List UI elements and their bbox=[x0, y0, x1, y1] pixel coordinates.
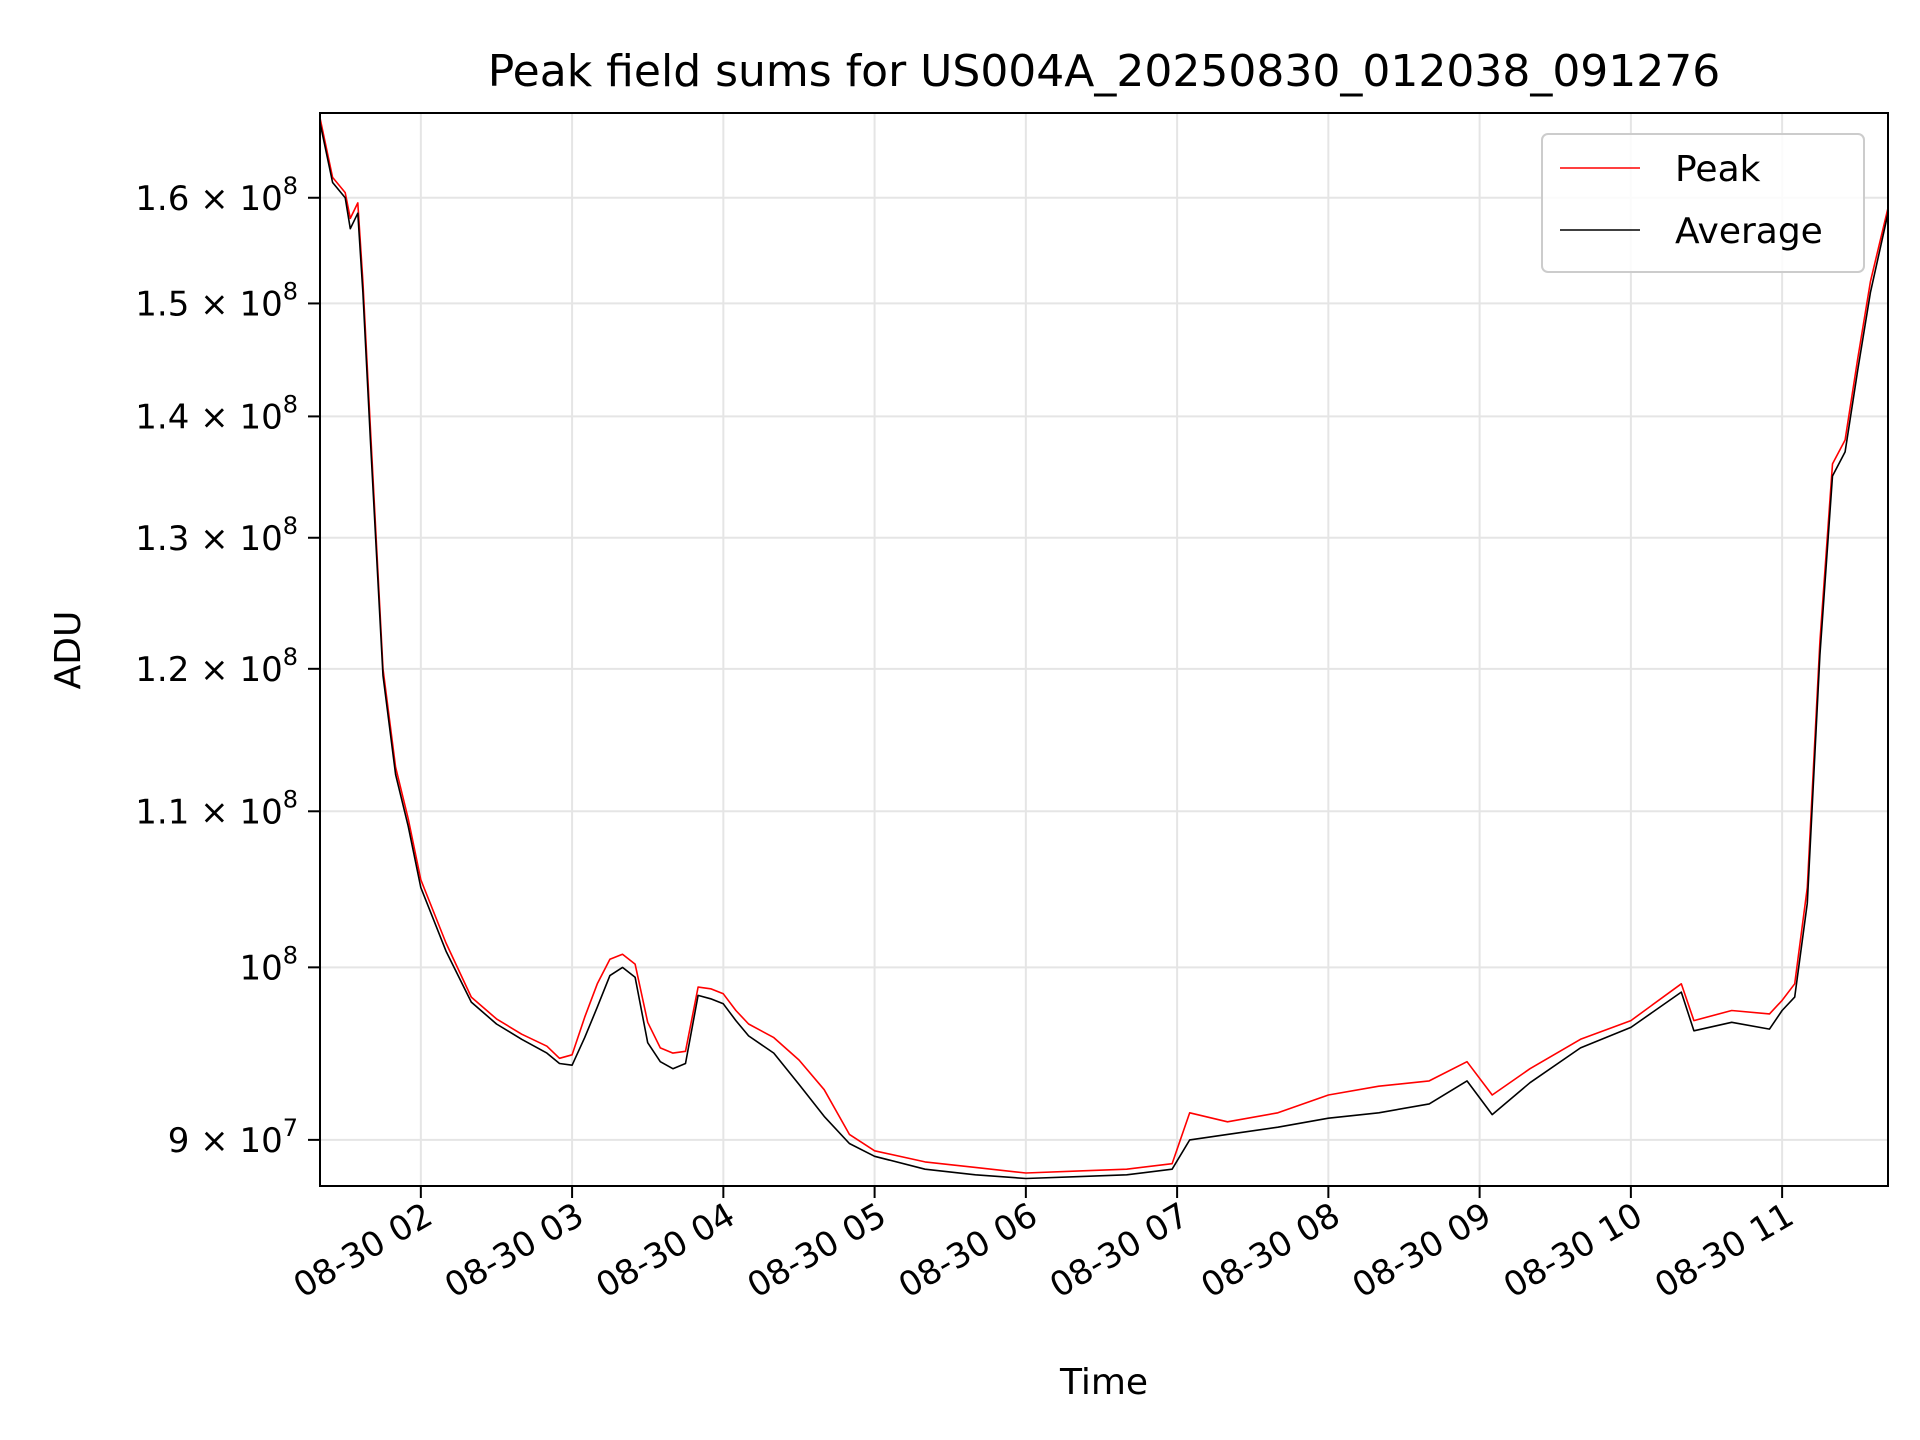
y-tick-label: 1.5 × 108 bbox=[135, 277, 298, 324]
series-line-average bbox=[319, 122, 1889, 1180]
y-tick-mantissa: 1.2 × 10 bbox=[135, 650, 282, 690]
y-tick-mantissa: 1.5 × 10 bbox=[135, 284, 282, 324]
legend-label-average: Average bbox=[1675, 211, 1823, 252]
y-tick-label: 1.2 × 108 bbox=[135, 643, 298, 690]
y-tick-mantissa: 1.4 × 10 bbox=[135, 397, 282, 437]
y-tick-exponent: 8 bbox=[283, 390, 298, 418]
y-tick-exponent: 8 bbox=[283, 277, 298, 305]
y-tick-exponent: 8 bbox=[283, 785, 298, 813]
legend-label-peak: Peak bbox=[1675, 149, 1761, 190]
y-tick-label: 9 × 107 bbox=[168, 1114, 298, 1161]
chart-title: Peak field sums for US004A_20250830_0120… bbox=[488, 46, 1721, 97]
y-tick-base: 10 bbox=[239, 948, 282, 988]
y-tick-label: 1.4 × 108 bbox=[135, 390, 298, 437]
y-tick-mantissa: 1.6 × 10 bbox=[135, 179, 282, 219]
y-tick-label: 1.6 × 108 bbox=[135, 172, 298, 219]
grid bbox=[320, 113, 1888, 1186]
series-layer bbox=[319, 117, 1889, 1180]
y-axis-label: ADU bbox=[48, 611, 89, 690]
y-tick-exponent: 8 bbox=[283, 512, 298, 540]
x-axis-label: Time bbox=[1059, 1362, 1148, 1403]
y-tick-mantissa: 1.3 × 10 bbox=[135, 519, 282, 559]
y-tick-mantissa: 9 × 10 bbox=[168, 1121, 283, 1161]
plot-frame bbox=[319, 112, 1889, 1187]
legend: Peak Average bbox=[1541, 133, 1865, 273]
y-tick-exponent: 8 bbox=[283, 941, 298, 969]
y-tick-label: 1.1 × 108 bbox=[135, 785, 298, 832]
series-line-peak bbox=[319, 117, 1889, 1174]
y-tick-label: 108 bbox=[239, 941, 298, 988]
y-tick-label: 1.3 × 108 bbox=[135, 512, 298, 559]
y-tick-mantissa: 1.1 × 10 bbox=[135, 792, 282, 832]
y-tick-exponent: 7 bbox=[283, 1114, 298, 1142]
y-tick-exponent: 8 bbox=[283, 172, 298, 200]
y-tick-exponent: 8 bbox=[283, 643, 298, 671]
